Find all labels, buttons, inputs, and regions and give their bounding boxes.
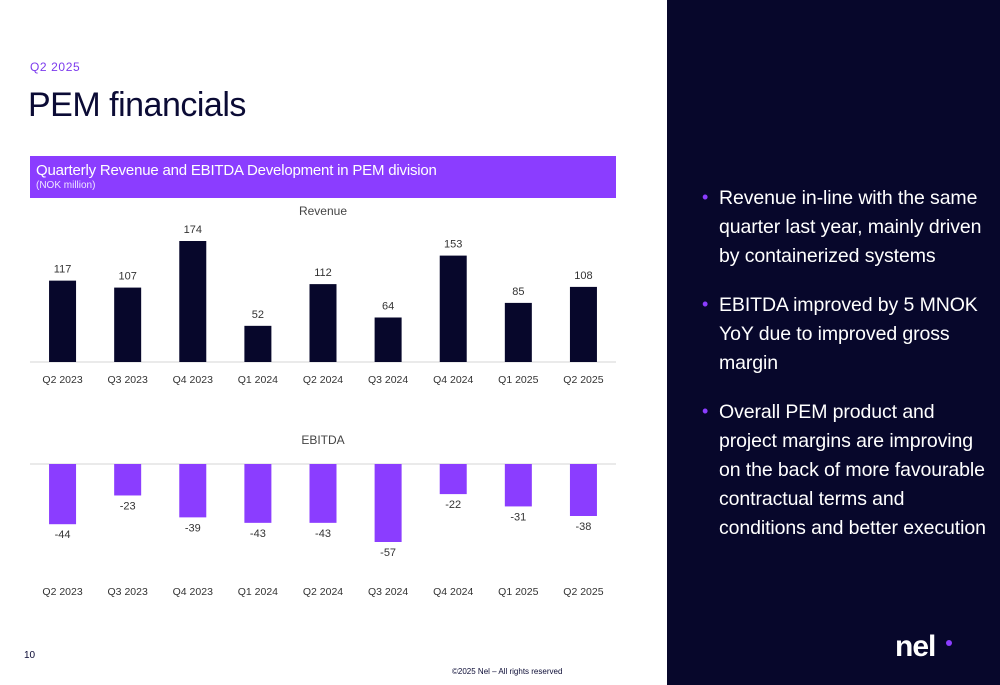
category-label: Q2 2024 [303, 374, 343, 386]
data-label: -43 [315, 528, 331, 540]
category-label: Q3 2024 [368, 586, 408, 598]
data-label: -22 [445, 499, 461, 511]
bar [439, 255, 467, 362]
data-label: -43 [250, 528, 266, 540]
category-label: Q3 2023 [108, 586, 148, 598]
category-label: Q1 2025 [498, 374, 538, 386]
category-label: Q4 2024 [433, 586, 473, 598]
category-label: Q2 2025 [563, 374, 603, 386]
category-label: Q2 2025 [563, 586, 603, 598]
bar [114, 287, 142, 362]
bar [114, 464, 142, 496]
data-label: 85 [512, 286, 524, 298]
bar [179, 241, 207, 362]
bar [439, 464, 467, 495]
bar [569, 286, 597, 362]
bar [244, 325, 272, 362]
charts-area: Revenue 117 Q2 2023 107 Q3 2023 174 Q4 2023 52 Q… [30, 204, 616, 598]
bar [309, 284, 337, 362]
data-label: 107 [118, 271, 136, 283]
data-label: 117 [54, 264, 72, 276]
chart-title: EBITDA [301, 433, 344, 447]
data-label: 64 [382, 300, 394, 312]
category-label: Q3 2023 [108, 374, 148, 386]
bar [49, 464, 77, 525]
category-label: Q2 2023 [42, 374, 82, 386]
summary-bullets: • Revenue in-line with the same quarter l… [700, 184, 990, 563]
bullet-text: Overall PEM product and project margins … [719, 401, 986, 539]
data-label: -39 [185, 522, 201, 534]
page-title: PEM financials [28, 86, 246, 124]
bullet-text: Revenue in-line with the same quarter la… [719, 187, 982, 267]
nel-logo: nel [895, 630, 936, 663]
bullet-item: • Revenue in-line with the same quarter l… [700, 184, 990, 271]
category-label: Q2 2023 [42, 586, 82, 598]
bar [244, 464, 272, 523]
data-label: -57 [380, 547, 396, 559]
category-label: Q4 2023 [173, 586, 213, 598]
banner-title: Quarterly Revenue and EBITDA Development… [36, 162, 437, 179]
bar [49, 280, 77, 362]
bullet-dot: • [702, 187, 709, 207]
bar [504, 464, 532, 507]
bar [569, 464, 597, 516]
category-label: Q1 2024 [238, 586, 278, 598]
data-label: -23 [120, 500, 136, 512]
bar [504, 302, 532, 362]
category-label: Q1 2025 [498, 586, 538, 598]
data-label: -38 [575, 521, 591, 533]
category-label: Q1 2024 [238, 374, 278, 386]
banner-subtitle: (NOK million) [36, 180, 96, 191]
bar [374, 317, 402, 362]
bullet-dot: • [702, 401, 709, 421]
summary-panel [667, 0, 1000, 685]
category-label: Q4 2024 [433, 374, 473, 386]
chart-banner: Quarterly Revenue and EBITDA Development… [30, 156, 616, 198]
page-number: 10 [24, 650, 36, 661]
data-label: 174 [184, 224, 202, 236]
data-label: 153 [444, 239, 462, 251]
data-label: 108 [574, 270, 592, 282]
bullet-dot: • [702, 294, 709, 314]
data-label: -31 [510, 511, 526, 523]
category-label: Q3 2024 [368, 374, 408, 386]
logo-dot-icon [946, 640, 952, 646]
copyright-footer: ©2025 Nel – All rights reserved [452, 667, 563, 676]
bullet-text: EBITDA improved by 5 MNOK YoY due to imp… [719, 294, 978, 374]
bar [179, 464, 207, 518]
period-label: Q2 2025 [30, 60, 81, 74]
data-label: -44 [55, 529, 71, 541]
data-label: 52 [252, 309, 264, 321]
chart-title: Revenue [299, 204, 347, 218]
category-label: Q4 2023 [173, 374, 213, 386]
bar [374, 464, 402, 542]
bullet-item: • Overall PEM product and project margins… [700, 398, 990, 543]
bullet-item: • EBITDA improved by 5 MNOK YoY due to im… [700, 291, 990, 378]
bar [309, 464, 337, 523]
category-label: Q2 2024 [303, 586, 343, 598]
data-label: 112 [314, 267, 332, 279]
